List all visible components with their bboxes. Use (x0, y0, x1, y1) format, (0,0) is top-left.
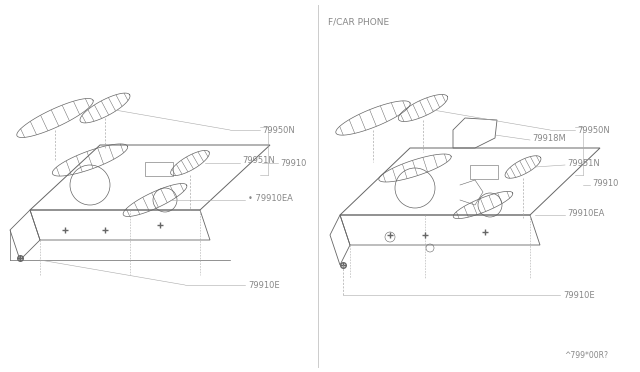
Text: • 79910EA: • 79910EA (248, 193, 293, 202)
Bar (470, 165, 498, 179)
Text: 79951N: 79951N (567, 158, 600, 167)
Text: 79910EA: 79910EA (567, 208, 604, 218)
Text: 79918M: 79918M (532, 134, 566, 142)
Text: 79910: 79910 (280, 158, 307, 167)
Bar (145, 162, 173, 176)
Text: 79950N: 79950N (262, 125, 295, 135)
Text: 79910: 79910 (592, 179, 618, 187)
Text: 79910E: 79910E (563, 291, 595, 299)
Text: 79951N: 79951N (242, 155, 275, 164)
Text: 79950N: 79950N (577, 125, 610, 135)
Text: F/CAR PHONE: F/CAR PHONE (328, 17, 389, 26)
Text: 79910E: 79910E (248, 280, 280, 289)
Text: ^799*00R?: ^799*00R? (564, 350, 608, 359)
